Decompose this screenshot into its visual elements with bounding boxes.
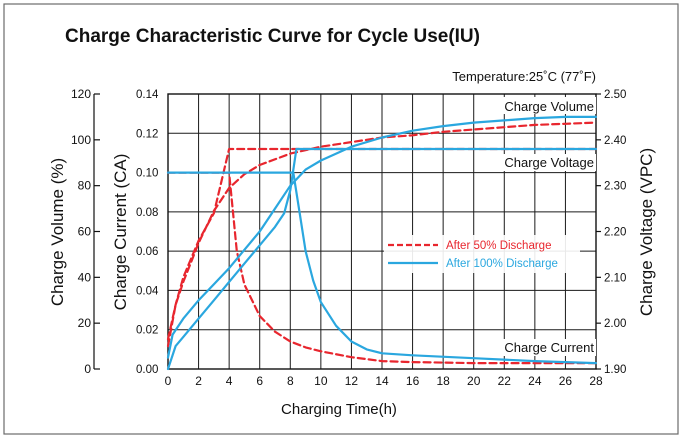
legend-label-100: After 100% Discharge xyxy=(446,258,558,270)
x-tick-label: 8 xyxy=(287,374,294,388)
x-tick-label: 10 xyxy=(314,374,328,388)
voltage-tick-label: 2.30 xyxy=(604,181,626,193)
annotation-charge-current: Charge Current xyxy=(504,340,594,355)
annotation-current-bg xyxy=(486,339,596,356)
volume-tick-label: 80 xyxy=(78,179,92,193)
x-tick-label: 26 xyxy=(559,374,573,388)
x-tick-label: 18 xyxy=(436,374,450,388)
x-tick-label: 22 xyxy=(498,374,512,388)
current-tick-label: 0.12 xyxy=(136,128,158,140)
current-axis-label: Charge Current (CA) xyxy=(111,154,130,311)
x-tick-label: 20 xyxy=(467,374,481,388)
x-tick-label: 0 xyxy=(165,374,172,388)
voltage-tick-label: 2.10 xyxy=(604,272,626,284)
volume-tick-label: 20 xyxy=(78,316,92,330)
voltage-tick-label: 2.20 xyxy=(604,227,626,239)
x-tick-label: 4 xyxy=(226,374,233,388)
x-tick-label: 6 xyxy=(256,374,263,388)
x-tick-label: 12 xyxy=(345,374,359,388)
current-tick-label: 0.02 xyxy=(136,325,158,337)
voltage-tick-label: 1.90 xyxy=(604,364,626,376)
volume-tick-label: 100 xyxy=(71,133,91,147)
x-axis-ticks: 0 2 4 6 8 10 12 14 16 18 20 22 24 26 28 xyxy=(165,374,603,388)
x-tick-label: 16 xyxy=(406,374,420,388)
current-tick-label: 0.08 xyxy=(136,207,158,219)
legend-label-50: After 50% Discharge xyxy=(446,240,551,252)
series-100-charge-voltage xyxy=(166,147,598,371)
volume-axis: 0 20 40 60 80 100 120 xyxy=(71,87,100,376)
volume-tick-label: 60 xyxy=(78,225,92,239)
series-100-charge-current xyxy=(166,171,598,365)
voltage-tick-label: 2.00 xyxy=(604,318,626,330)
voltage-axis: 1.90 2.00 2.10 2.20 2.30 2.40 2.50 xyxy=(596,89,626,376)
series-group xyxy=(166,115,598,371)
series-50-charge-volume xyxy=(166,121,598,348)
voltage-axis-label: Charge Voltage (VPC) xyxy=(637,148,656,316)
volume-tick-label: 0 xyxy=(84,362,91,376)
x-tick-label: 28 xyxy=(589,374,603,388)
current-tick-label: 0.06 xyxy=(136,246,158,258)
annotation-charge-voltage: Charge Voltage xyxy=(504,155,594,170)
volume-tick-label: 120 xyxy=(71,87,91,101)
chart-subtitle: Temperature:25˚C (77˚F) xyxy=(452,69,596,84)
current-tick-label: 0.10 xyxy=(136,168,158,180)
current-tick-label: 0.04 xyxy=(136,285,159,297)
annotation-voltage-bg xyxy=(488,154,596,171)
chart-title: Charge Characteristic Curve for Cycle Us… xyxy=(65,26,480,47)
annotation-charge-volume: Charge Volume xyxy=(504,99,594,114)
x-tick-label: 24 xyxy=(528,374,542,388)
legend: After 50% Discharge After 100% Discharge xyxy=(384,235,580,273)
x-axis-label: Charging Time(h) xyxy=(281,401,397,418)
annotation-volume-bg xyxy=(490,97,596,114)
current-tick-label: 0.14 xyxy=(136,89,159,101)
volume-tick-label: 40 xyxy=(78,270,92,284)
x-tick-label: 14 xyxy=(375,374,389,388)
voltage-tick-label: 2.50 xyxy=(604,89,626,101)
x-tick-label: 2 xyxy=(195,374,202,388)
series-50-charge-current xyxy=(166,171,598,365)
legend-bg xyxy=(384,235,580,273)
volume-axis-label: Charge Volume (%) xyxy=(48,158,67,306)
current-axis: 0.00 0.02 0.04 0.06 0.08 0.10 0.12 0.14 xyxy=(136,89,159,376)
series-100-charge-volume xyxy=(166,115,598,359)
current-tick-label: 0.00 xyxy=(136,364,158,376)
voltage-tick-label: 2.40 xyxy=(604,135,626,147)
